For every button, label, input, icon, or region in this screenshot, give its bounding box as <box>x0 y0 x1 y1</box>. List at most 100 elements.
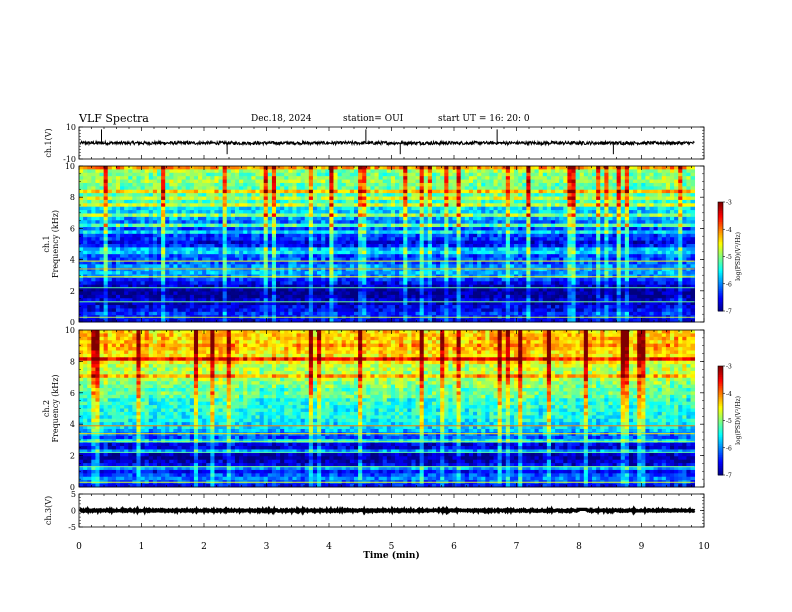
spectrogram-cell <box>583 166 589 170</box>
spectrogram-cell <box>247 210 252 214</box>
spectrogram-cell <box>284 240 289 245</box>
spectrogram-cell <box>460 237 466 242</box>
spectrogram-cell <box>263 220 269 225</box>
spectrogram-cell <box>555 264 560 269</box>
spectrogram-cell <box>345 237 351 242</box>
spectrogram-cell <box>460 244 466 248</box>
spectrogram-cell <box>300 244 306 248</box>
spectrogram-cell <box>501 210 507 214</box>
spectrogram-cell <box>620 186 626 191</box>
spectrogram-cell <box>563 166 568 170</box>
spectrogram-cell <box>546 271 552 275</box>
spectrogram-cell <box>678 199 683 204</box>
spectrogram-cell <box>321 257 326 262</box>
spectrogram-cell <box>546 176 552 180</box>
spectrogram-cell <box>481 172 486 177</box>
spectrogram-cell <box>300 213 306 218</box>
spectrogram-cell <box>563 260 568 265</box>
spectrogram-cell <box>300 247 306 252</box>
spectrogram-cell <box>308 213 314 218</box>
spectrogram-cell <box>678 260 683 265</box>
spectrogram-cell <box>497 237 503 242</box>
spectrogram-cell <box>674 193 679 197</box>
spectrogram-cell <box>177 257 182 262</box>
spectrogram-cell <box>682 247 687 252</box>
spectrogram-cell <box>317 186 322 191</box>
spectrogram-cell <box>628 189 634 194</box>
spectrogram-cell <box>165 237 170 242</box>
spectrogram-cell <box>79 186 84 191</box>
spectrogram-cell <box>345 189 351 194</box>
spectrogram-cell <box>678 250 683 255</box>
spectrogram-cell <box>624 169 630 174</box>
spectrogram-cell <box>395 257 400 262</box>
spectrogram-cell <box>271 189 277 194</box>
spectrogram-cell <box>415 216 421 221</box>
spectrogram-cell <box>690 247 696 252</box>
spectrogram-cell <box>649 166 654 170</box>
spectrogram-cell <box>596 267 601 272</box>
spectrogram-cell <box>193 203 199 208</box>
spectrogram-cell <box>296 247 302 252</box>
spectrogram-cell <box>448 254 453 258</box>
spectrogram-cell <box>628 233 634 238</box>
spectrogram-cell <box>423 271 429 275</box>
spectrogram-cell <box>370 237 375 242</box>
spectrogram-cell <box>431 223 437 228</box>
spectrogram-cell <box>374 244 379 248</box>
spectrogram-cell <box>239 233 244 238</box>
spectrogram-cell <box>95 193 100 197</box>
spectrogram-cell <box>431 169 437 174</box>
spectrogram-cell <box>575 237 581 242</box>
spectrogram-cell <box>382 257 388 262</box>
spectrogram-cell <box>448 206 453 211</box>
spectrogram-cell <box>686 267 691 272</box>
spectrogram-cell <box>103 166 109 170</box>
spectrogram-cell <box>464 260 470 265</box>
spectrogram-cell <box>546 169 552 174</box>
spectrogram-cell <box>111 186 117 191</box>
spectrogram-cell <box>419 254 425 258</box>
spectrogram-cell <box>300 227 306 231</box>
spectrogram-cell <box>214 254 219 258</box>
spectrogram-cell <box>83 179 88 184</box>
spectrogram-cell <box>690 206 696 211</box>
spectrogram-cell <box>682 223 687 228</box>
spectrogram-cell <box>633 203 638 208</box>
spectrogram-cell <box>161 196 166 201</box>
spectrogram-cell <box>345 210 351 214</box>
spectrogram-cell <box>251 250 256 255</box>
spectrogram-cell <box>91 166 96 170</box>
spectrogram-cell <box>292 271 297 275</box>
spectrogram-cell <box>440 260 445 265</box>
spectrogram-cell <box>210 210 215 214</box>
spectrogram-cell <box>173 220 178 225</box>
spectrogram-cell <box>87 203 92 208</box>
spectrogram-cell <box>628 196 634 201</box>
spectrogram-cell <box>181 193 187 197</box>
spectrogram-cell <box>329 210 334 214</box>
spectrogram-cell <box>509 250 515 255</box>
spectrogram-cell <box>526 254 531 258</box>
spectrogram-cell <box>317 237 322 242</box>
spectrogram-cell <box>641 213 646 218</box>
spectrogram-cell <box>292 233 297 238</box>
spectrogram-cell <box>329 172 334 177</box>
spectrogram-cell <box>530 213 535 218</box>
spectrogram-cell <box>485 223 490 228</box>
spectrogram-cell <box>620 189 626 194</box>
spectrogram-cell <box>690 223 696 228</box>
spectrogram-cell <box>382 206 388 211</box>
spectrogram-cell <box>115 260 121 265</box>
spectrogram-cell <box>366 257 371 262</box>
spectrogram-cell <box>674 227 679 231</box>
spectrogram-cell <box>296 264 302 269</box>
spectrogram-cell <box>234 166 240 170</box>
spectrogram-cell <box>226 210 232 214</box>
spectrogram-cell <box>661 172 667 177</box>
spectrogram-cell <box>132 189 137 194</box>
spectrogram-cell <box>596 237 601 242</box>
spectrogram-cell <box>497 250 503 255</box>
spectrogram-cell <box>567 247 572 252</box>
spectrogram-cell <box>431 237 437 242</box>
